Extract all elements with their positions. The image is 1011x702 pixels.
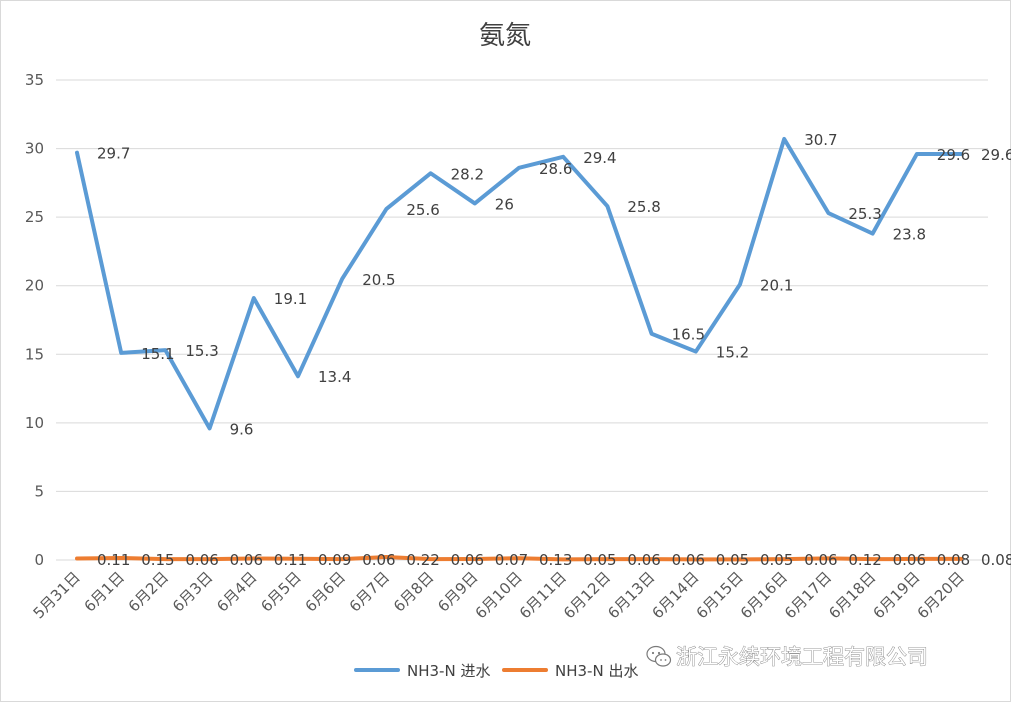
data-label: 16.5 bbox=[672, 326, 705, 344]
data-label: 0.11 bbox=[97, 551, 130, 569]
data-label: 29.7 bbox=[97, 145, 130, 163]
data-label: 29.6 bbox=[981, 146, 1011, 164]
x-tick-label: 6月20日 bbox=[914, 568, 968, 622]
data-label: 13.4 bbox=[318, 368, 351, 386]
data-label: 0.08 bbox=[981, 551, 1011, 569]
grid-lines bbox=[56, 79, 988, 561]
data-label: 0.07 bbox=[495, 551, 528, 569]
data-label: 30.7 bbox=[804, 131, 837, 149]
data-label: 25.6 bbox=[406, 201, 439, 219]
data-label: 23.8 bbox=[893, 226, 926, 244]
x-tick-label: 6月18日 bbox=[825, 568, 879, 622]
y-tick-label: 10 bbox=[25, 414, 44, 432]
watermark: 浙江永续环境工程有限公司 bbox=[646, 645, 928, 669]
data-label: 0.05 bbox=[716, 551, 749, 569]
data-label: 28.6 bbox=[539, 160, 572, 178]
legend-label-1: NH3-N 出水 bbox=[555, 662, 638, 680]
x-tick-label: 6月12日 bbox=[560, 568, 614, 622]
data-label: 29.6 bbox=[937, 146, 970, 164]
watermark-text: 浙江永续环境工程有限公司 bbox=[676, 645, 928, 669]
data-label: 0.13 bbox=[539, 551, 572, 569]
data-label: 9.6 bbox=[230, 420, 254, 438]
x-tick-label: 6月7日 bbox=[346, 568, 393, 615]
y-tick-label: 15 bbox=[25, 345, 44, 363]
x-tick-label: 6月5日 bbox=[257, 568, 304, 615]
x-tick-label: 6月2日 bbox=[125, 568, 172, 615]
x-tick-label: 6月8日 bbox=[390, 568, 437, 615]
x-tick-label: 6月10日 bbox=[472, 568, 526, 622]
x-tick-label: 6月13日 bbox=[604, 568, 658, 622]
data-label: 0.06 bbox=[627, 551, 660, 569]
legend-label-0: NH3-N 进水 bbox=[407, 662, 490, 680]
data-label: 0.06 bbox=[362, 551, 395, 569]
y-tick-label: 20 bbox=[25, 277, 44, 295]
data-label: 0.06 bbox=[672, 551, 705, 569]
data-label: 0.11 bbox=[274, 551, 307, 569]
y-tick-label: 35 bbox=[25, 71, 44, 89]
y-axis: 0 5 10 15 20 25 30 35 bbox=[25, 71, 44, 569]
chart-title: 氨氮 bbox=[479, 21, 531, 51]
data-label: 0.15 bbox=[141, 551, 174, 569]
x-tick-label: 6月19日 bbox=[869, 568, 923, 622]
y-tick-label: 30 bbox=[25, 140, 44, 158]
data-label: 0.06 bbox=[451, 551, 484, 569]
data-label: 0.09 bbox=[318, 551, 351, 569]
x-tick-label: 6月6日 bbox=[302, 568, 349, 615]
legend: NH3-N 进水 NH3-N 出水 bbox=[354, 662, 638, 680]
data-label: 0.08 bbox=[937, 551, 970, 569]
series-line-0 bbox=[75, 136, 963, 431]
data-label: 0.05 bbox=[760, 551, 793, 569]
x-axis: 5月31日6月1日6月2日6月3日6月4日6月5日6月6日6月7日6月8日6月9… bbox=[30, 568, 968, 622]
x-tick-label: 6月4日 bbox=[213, 568, 260, 615]
data-labels: 29.7 15.1 15.3 9.6 19.1 13.4 20.5 25.6 28.2 26 28.… bbox=[97, 131, 1011, 569]
wechat-icon bbox=[646, 645, 672, 667]
data-label: 25.8 bbox=[627, 198, 660, 216]
data-label: 0.12 bbox=[848, 551, 881, 569]
x-tick-label: 6月3日 bbox=[169, 568, 216, 615]
data-label: 15.3 bbox=[185, 342, 218, 360]
data-label: 20.1 bbox=[760, 276, 793, 294]
x-tick-label: 6月1日 bbox=[81, 568, 128, 615]
x-tick-label: 5月31日 bbox=[30, 568, 84, 622]
series-line-1 bbox=[75, 554, 963, 562]
data-label: 0.06 bbox=[185, 551, 218, 569]
data-label: 29.4 bbox=[583, 149, 616, 167]
y-tick-label: 0 bbox=[34, 551, 44, 569]
data-label: 25.3 bbox=[848, 205, 881, 223]
data-label: 26 bbox=[495, 195, 514, 213]
data-label: 15.2 bbox=[716, 344, 749, 362]
series-lines bbox=[75, 136, 963, 562]
data-label: 0.05 bbox=[583, 551, 616, 569]
data-label: 19.1 bbox=[274, 290, 307, 308]
y-tick-label: 5 bbox=[34, 482, 44, 500]
data-label: 0.06 bbox=[893, 551, 926, 569]
data-label: 0.06 bbox=[804, 551, 837, 569]
x-tick-label: 6月17日 bbox=[781, 568, 835, 622]
x-tick-label: 6月14日 bbox=[648, 568, 702, 622]
x-tick-label: 6月15日 bbox=[693, 568, 747, 622]
data-label: 0.06 bbox=[230, 551, 263, 569]
data-label: 0.22 bbox=[406, 551, 439, 569]
data-label: 15.1 bbox=[141, 345, 174, 363]
x-tick-label: 6月16日 bbox=[737, 568, 791, 622]
y-tick-label: 25 bbox=[25, 208, 44, 226]
x-tick-label: 6月11日 bbox=[516, 568, 570, 622]
data-label: 20.5 bbox=[362, 271, 395, 289]
data-label: 28.2 bbox=[451, 165, 484, 183]
